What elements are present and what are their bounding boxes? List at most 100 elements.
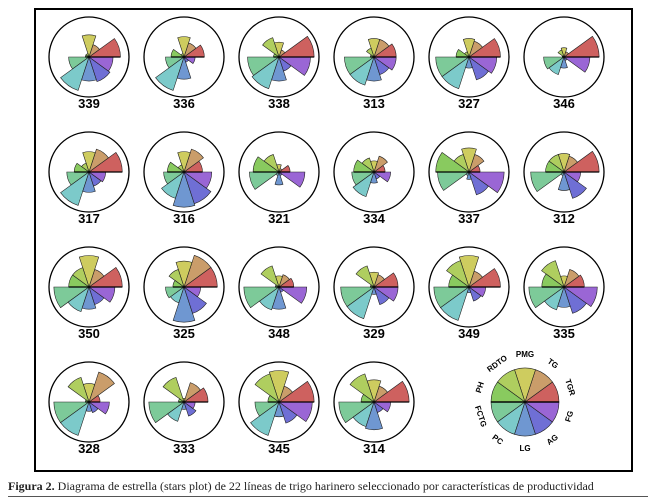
segment-pmg [461, 147, 477, 173]
segment-pc [544, 286, 565, 311]
caption-text: Diagrama de estrella (stars plot) de 22 … [54, 479, 594, 493]
star-label: 313 [363, 96, 385, 111]
segment-pc [440, 286, 470, 321]
star-label: 328 [78, 441, 100, 456]
star-circle [143, 246, 225, 328]
segment-fctg [243, 286, 280, 309]
segment-pmg [560, 47, 568, 58]
segment-rdto [355, 265, 375, 288]
segment-fctg [53, 286, 90, 309]
key-label-fg: FG [563, 410, 575, 423]
star-348 [243, 265, 308, 311]
star-label: 317 [78, 211, 100, 226]
star-circle [428, 131, 510, 213]
star-circle [48, 131, 130, 213]
star-circle [333, 16, 415, 98]
key-label-ag: AG [545, 433, 560, 447]
segment-fctg [543, 56, 565, 70]
segment-ag [183, 171, 212, 205]
star-333 [148, 376, 209, 424]
segment-pmg [177, 36, 191, 58]
segment-lg [172, 286, 196, 323]
star-label: 312 [553, 211, 575, 226]
star-label: 338 [268, 96, 290, 111]
segment-fg [563, 56, 591, 73]
segment-pc [60, 171, 90, 206]
segment-pc [441, 56, 470, 90]
star-label: 335 [553, 326, 575, 341]
segment-rdto [260, 265, 280, 288]
star-label: 329 [363, 326, 385, 341]
star-label: 350 [78, 326, 100, 341]
segment-rdto [162, 376, 185, 403]
star-336 [155, 36, 205, 91]
segment-lg [172, 171, 196, 208]
segment-tg [183, 148, 204, 173]
star-335 [528, 260, 598, 314]
segment-ag [183, 286, 207, 314]
star-circle [143, 16, 225, 98]
segment-fctg [528, 286, 565, 309]
segment-pc [346, 286, 375, 320]
segment-lg [274, 171, 284, 186]
segment-tg [563, 269, 580, 288]
segment-pc [67, 286, 90, 313]
star-circle [333, 361, 415, 443]
segment-rdto [366, 47, 375, 58]
star-circle [428, 246, 510, 328]
star-325 [165, 254, 218, 323]
key-label-tgr: TGR [563, 378, 577, 397]
segment-fctg [338, 401, 375, 424]
star-circle [238, 131, 320, 213]
segment-pc [349, 56, 375, 86]
star-circle [48, 246, 130, 328]
figure-caption: Figura 2. Diagrama de estrella (stars pl… [8, 479, 648, 497]
segment-rdto [446, 260, 470, 288]
star-338 [247, 35, 315, 90]
segment-lg [81, 286, 97, 310]
segment-lg [82, 171, 96, 193]
segment-fg [183, 171, 213, 189]
segment-lg [271, 56, 287, 82]
star-334 [351, 155, 391, 198]
segment-rdto [541, 260, 565, 288]
segment-fg [563, 286, 598, 307]
segment-pmg [175, 260, 193, 288]
key-label-pmg: PMG [516, 350, 534, 359]
segment-pc [250, 401, 280, 436]
segment-rdto [262, 37, 280, 58]
star-339 [60, 34, 121, 91]
segment-fg [373, 171, 391, 183]
segment-pc [60, 401, 90, 436]
segment-lg [176, 56, 192, 80]
segment-ag [563, 171, 587, 199]
star-337 [435, 147, 505, 196]
segment-fctg [165, 286, 185, 299]
star-313 [344, 38, 397, 86]
star-label: 345 [268, 441, 290, 456]
key-label-ph: PH [474, 380, 486, 394]
segment-pmg [78, 255, 100, 288]
segment-tg [373, 155, 388, 173]
star-key [490, 367, 560, 437]
segment-pc [352, 171, 375, 198]
star-circle [238, 361, 320, 443]
caption-label: Figura 2. [8, 479, 55, 493]
segment-pmg [82, 151, 96, 173]
star-circle [523, 246, 605, 328]
segment-fctg [148, 401, 185, 424]
star-circle [428, 16, 510, 98]
star-321 [249, 154, 306, 190]
star-label: 348 [268, 326, 290, 341]
star-label: 339 [78, 96, 100, 111]
star-label: 314 [363, 441, 385, 456]
star-circle [143, 361, 225, 443]
segment-lg [365, 401, 383, 431]
segment-fg [468, 171, 505, 194]
segment-pmg [367, 38, 381, 58]
star-circle [523, 131, 605, 213]
segment-fctg [249, 171, 280, 190]
segment-tgr [563, 35, 600, 58]
star-349 [433, 255, 501, 321]
star-circle [333, 246, 415, 328]
